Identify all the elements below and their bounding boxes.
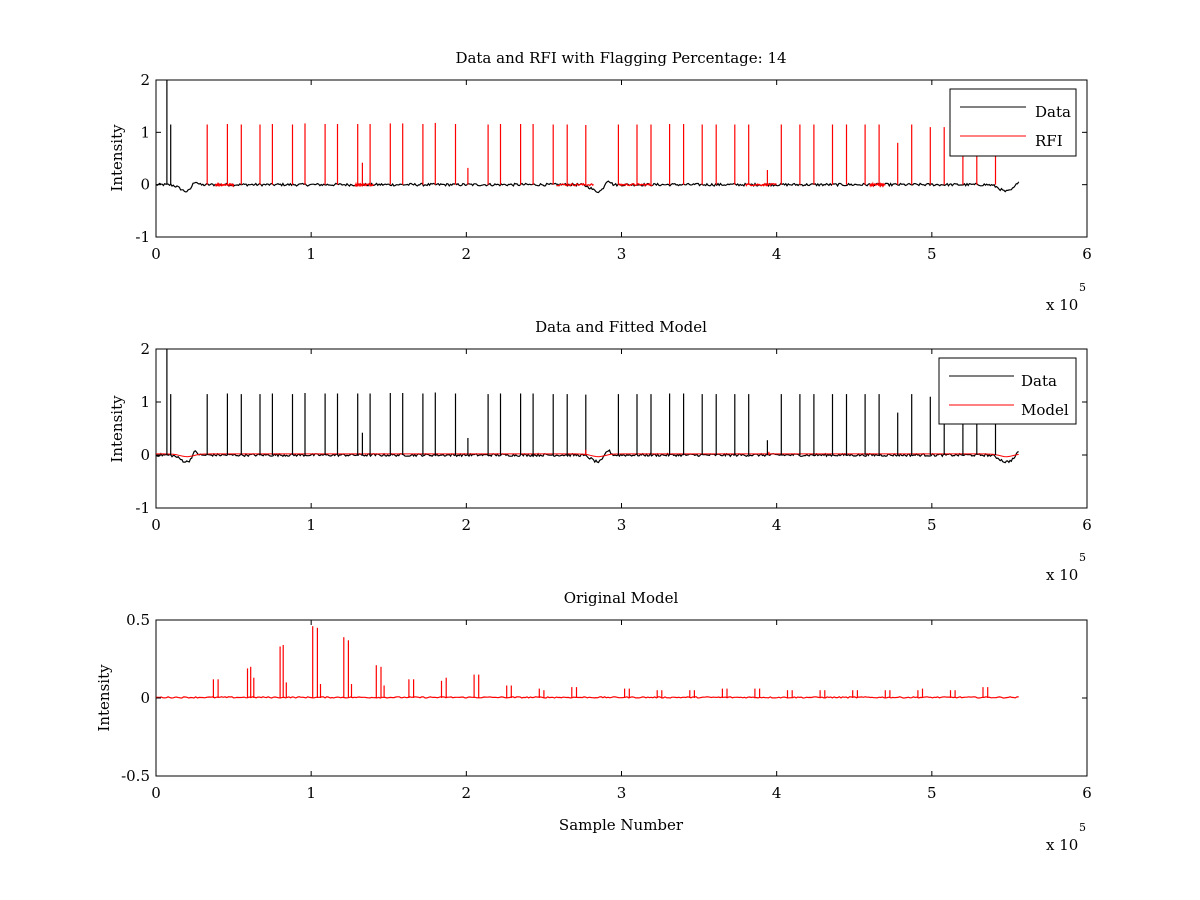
y-tick-label: 0.5 xyxy=(126,611,150,629)
series-rfi-baseline-segment xyxy=(745,182,777,187)
series-model-baseline xyxy=(156,453,1019,458)
y-axis-label: Intensity xyxy=(95,664,113,732)
x-tick-label: 6 xyxy=(1082,516,1092,534)
legend: Data RFI xyxy=(949,88,1077,157)
y-axis-label: Intensity xyxy=(108,395,126,463)
y-tick-label: 0 xyxy=(140,176,150,194)
y-tick-label: -1 xyxy=(135,228,150,246)
x-tick-label: 0 xyxy=(151,516,161,534)
legend-label-data: Data xyxy=(1021,372,1057,390)
y-tick-label: -0.5 xyxy=(121,767,150,785)
x-tick-label: 5 xyxy=(927,245,937,263)
subplot-original-model: Original Model Intensity Sample Number x… xyxy=(95,589,1092,854)
series-rfi-baseline-segment xyxy=(214,182,235,188)
x-exponent-power: 5 xyxy=(1079,821,1086,834)
subplot-data-and-rfi: Data and RFI with Flagging Percentage: 1… xyxy=(108,49,1092,314)
x-exponent-label: x 10 xyxy=(1046,566,1078,584)
x-tick-label: 4 xyxy=(772,784,782,802)
legend-label-data: Data xyxy=(1035,103,1071,121)
x-tick-label: 0 xyxy=(151,245,161,263)
x-tick-label: 4 xyxy=(772,245,782,263)
y-tick-label: 1 xyxy=(140,393,150,411)
x-tick-label: 6 xyxy=(1082,784,1092,802)
x-tick-label: 1 xyxy=(306,245,316,263)
y-tick-label: 2 xyxy=(140,340,150,358)
x-tick-label: 5 xyxy=(927,784,937,802)
series-data-baseline xyxy=(155,449,1019,464)
x-tick-label: 6 xyxy=(1082,245,1092,263)
series-rfi-baseline-segment xyxy=(556,182,594,187)
series-rfi-baseline-segment xyxy=(869,181,886,188)
x-tick-label: 3 xyxy=(617,245,627,263)
y-axis-label: Intensity xyxy=(108,124,126,192)
x-tick-label: 2 xyxy=(462,245,472,263)
legend-box xyxy=(949,88,1077,157)
y-tick-label: 0 xyxy=(140,446,150,464)
legend-box xyxy=(938,357,1077,425)
chart-title: Data and RFI with Flagging Percentage: 1… xyxy=(455,49,786,67)
x-exponent-label: x 10 xyxy=(1046,836,1078,854)
chart-title: Original Model xyxy=(564,589,679,607)
x-tick-label: 1 xyxy=(306,516,316,534)
x-tick-label: 2 xyxy=(462,784,472,802)
subplot-data-and-fitted-model: Data and Fitted Model Intensity x 10 5 D… xyxy=(108,318,1092,584)
legend: Data Model xyxy=(938,357,1077,425)
x-axis-label: Sample Number xyxy=(559,816,684,834)
x-exponent-power: 5 xyxy=(1079,281,1086,294)
series-model-baseline xyxy=(155,696,1019,699)
chart-title: Data and Fitted Model xyxy=(535,318,707,336)
x-tick-label: 3 xyxy=(617,516,627,534)
plot-area xyxy=(155,626,1019,699)
x-tick-label: 4 xyxy=(772,516,782,534)
x-exponent-power: 5 xyxy=(1079,551,1086,564)
x-tick-label: 1 xyxy=(306,784,316,802)
legend-label-rfi: RFI xyxy=(1035,132,1063,150)
series-rfi-baseline-segment xyxy=(617,182,653,187)
plot-area xyxy=(155,349,1019,464)
y-tick-label: 2 xyxy=(140,71,150,89)
y-tick-label: 1 xyxy=(140,123,150,141)
x-tick-label: 2 xyxy=(462,516,472,534)
x-exponent-label: x 10 xyxy=(1046,296,1078,314)
y-tick-label: 0 xyxy=(140,689,150,707)
series-rfi-baseline-segment xyxy=(354,181,374,188)
y-tick-label: -1 xyxy=(135,499,150,517)
x-tick-label: 0 xyxy=(151,784,161,802)
x-tick-label: 3 xyxy=(617,784,627,802)
x-tick-label: 5 xyxy=(927,516,937,534)
plot-area xyxy=(155,80,1020,194)
legend-label-model: Model xyxy=(1021,401,1069,419)
